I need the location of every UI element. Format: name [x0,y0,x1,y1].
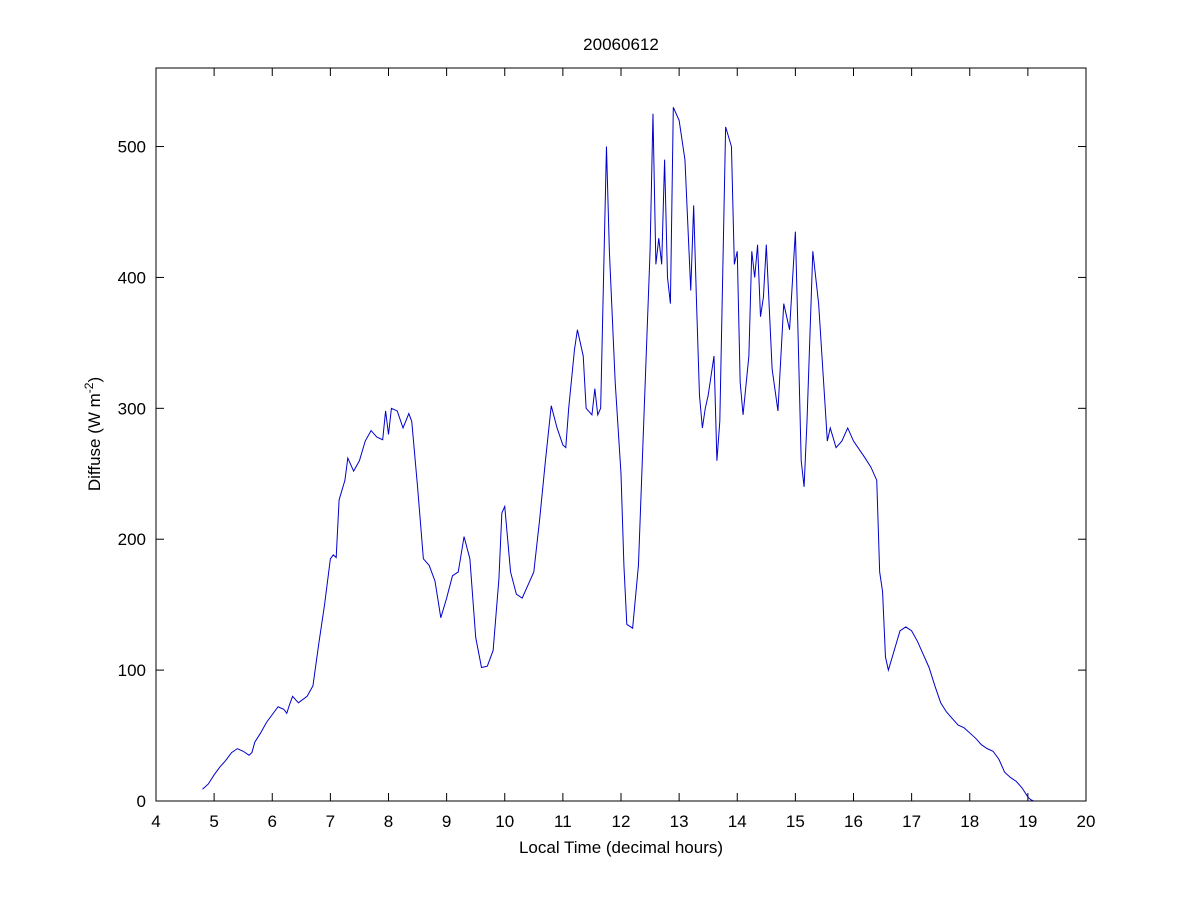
x-tick-label: 5 [209,812,218,831]
x-tick-label: 6 [268,812,277,831]
y-label-main: Diffuse (W m [85,393,104,491]
y-tick-label: 300 [118,399,146,418]
x-tick-label: 7 [326,812,335,831]
chart-title: 20060612 [583,35,659,54]
y-tick-label: 500 [118,138,146,157]
x-tick-label: 20 [1077,812,1096,831]
x-tick-label: 4 [151,812,160,831]
y-label-sup: -2 [82,382,96,393]
x-tick-label: 15 [786,812,805,831]
x-tick-label: 13 [670,812,689,831]
y-tick-label: 400 [118,268,146,287]
x-tick-label: 16 [844,812,863,831]
y-label-end: ) [85,377,104,383]
data-line [202,107,1034,802]
y-tick-label: 200 [118,530,146,549]
x-tick-label: 12 [612,812,631,831]
x-tick-label: 9 [442,812,451,831]
x-tick-label: 11 [554,812,572,831]
plot-area [155,67,1087,802]
x-axis-label: Local Time (decimal hours) [519,838,723,857]
x-tick-label: 8 [384,812,393,831]
x-tick-label: 14 [728,812,747,831]
x-tick-label: 17 [902,812,921,831]
y-tick-label: 100 [118,661,146,680]
x-tick-label: 10 [495,812,514,831]
x-tick-label: 18 [960,812,979,831]
y-axis-label: Diffuse (W m-2) [82,377,104,491]
y-tick-label: 0 [137,792,146,811]
x-tick-label: 19 [1018,812,1037,831]
